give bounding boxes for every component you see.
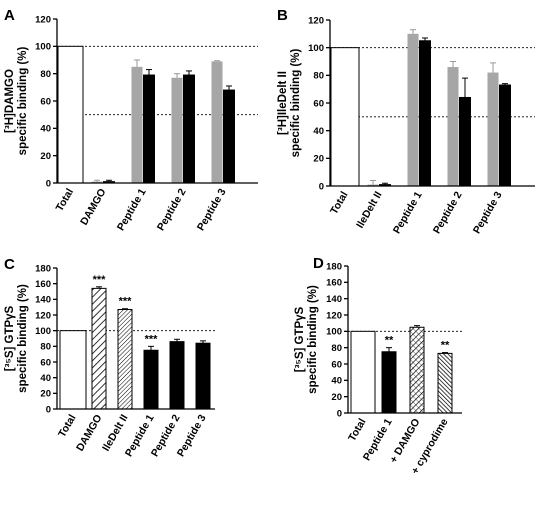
- x-tick-label: Peptide 2: [431, 189, 465, 236]
- x-tick-label: Peptide 3: [471, 189, 505, 236]
- y-tick-label: 20: [313, 154, 324, 165]
- bar: [419, 40, 431, 187]
- bar: [367, 184, 379, 186]
- bar: [447, 67, 459, 186]
- y-tick-label: 60: [313, 98, 324, 109]
- bar: [143, 349, 159, 410]
- y-tick-label: 60: [40, 357, 51, 368]
- y-tick-label: 0: [319, 181, 324, 192]
- bar: [223, 89, 235, 184]
- bar: [350, 330, 376, 414]
- y-tick-label: 100: [35, 42, 51, 53]
- bar: [499, 84, 511, 187]
- y-tick-label: 100: [326, 327, 342, 338]
- panel-letter: C: [4, 256, 15, 273]
- y-tick-label: 160: [326, 278, 342, 289]
- y-tick-label: 180: [35, 263, 51, 274]
- y-tick-label: 140: [35, 295, 51, 306]
- y-axis-label: specific binding (%): [17, 284, 29, 393]
- y-tick-label: 80: [40, 342, 51, 353]
- bar: [169, 341, 185, 410]
- y-axis-label: [³H]IleDelt II: [277, 71, 289, 135]
- y-tick-label: 20: [40, 389, 51, 400]
- bar: [409, 326, 425, 414]
- bar: [117, 309, 133, 410]
- y-tick-label: 60: [40, 96, 51, 107]
- significance-label: ***: [93, 274, 107, 286]
- y-tick-label: 120: [35, 310, 51, 321]
- panel-b: B [³H]IleDelt II specific binding (%) 0 20 40…: [277, 7, 535, 236]
- y-tick-label: 20: [331, 392, 342, 403]
- y-tick-label: 20: [40, 151, 51, 162]
- y-tick-label: 100: [35, 326, 51, 337]
- y-tick-label: 120: [308, 15, 324, 26]
- panel-letter: D: [313, 255, 324, 272]
- significance-label: ***: [119, 296, 133, 308]
- x-tick-label: Peptide 3: [195, 186, 229, 233]
- y-tick-label: 80: [331, 343, 342, 354]
- y-axis-label: specific binding (%): [17, 47, 29, 156]
- y-axis-label: [³⁵S] GTPγS: [294, 306, 306, 372]
- bar: [91, 181, 103, 183]
- x-tick-label: Peptide 1: [115, 186, 149, 233]
- bar: [487, 72, 499, 186]
- panel-letter: A: [4, 7, 15, 24]
- y-axis-label: specific binding (%): [290, 49, 302, 158]
- bar: [143, 74, 155, 184]
- y-tick-label: 0: [46, 178, 51, 189]
- y-tick-label: 80: [313, 71, 324, 82]
- y-tick-label: 160: [35, 279, 51, 290]
- y-tick-label: 100: [308, 43, 324, 54]
- bar: [381, 351, 397, 414]
- x-tick-label: Peptide 1: [391, 189, 425, 236]
- panel-letter: B: [277, 7, 288, 24]
- y-tick-label: 0: [46, 404, 51, 415]
- bar: [330, 47, 360, 187]
- y-tick-label: 80: [40, 69, 51, 80]
- x-tick-label: Total: [328, 189, 351, 216]
- x-tick-label: Total: [346, 416, 369, 443]
- bar: [195, 342, 211, 410]
- x-tick-label: Total: [56, 412, 79, 439]
- significance-label: ***: [145, 333, 159, 345]
- bar: [131, 66, 143, 183]
- panel-c: C [³⁵S] GTPγS specific binding (%) 0 20 40 60 8…: [4, 256, 215, 459]
- bar: [183, 74, 195, 184]
- y-axis-label: specific binding (%): [307, 285, 319, 394]
- y-tick-label: 0: [337, 408, 342, 419]
- bar: [407, 33, 419, 187]
- y-tick-label: 40: [40, 373, 51, 384]
- y-tick-label: 120: [326, 310, 342, 321]
- bar: [211, 61, 223, 183]
- y-tick-label: 40: [331, 376, 342, 387]
- panel-d: D [³⁵S] GTPγS specific binding (%) 0 20 40 60 8…: [294, 255, 462, 476]
- bar: [171, 77, 183, 183]
- y-tick-label: 40: [40, 124, 51, 135]
- y-tick-label: 60: [331, 359, 342, 370]
- panel-a: A [³H]DAMGO specific binding (%) 0 20 40 60 80 1…: [4, 7, 258, 233]
- y-axis-label: [³⁵S] GTPγS: [4, 305, 16, 371]
- x-tick-label: DAMGO: [78, 187, 109, 228]
- x-tick-label: Total: [54, 186, 77, 213]
- bar: [459, 96, 471, 187]
- bar: [91, 287, 107, 410]
- y-tick-label: 140: [326, 294, 342, 305]
- y-tick-label: 180: [326, 261, 342, 272]
- y-axis-label: [³H]DAMGO: [4, 69, 16, 133]
- x-tick-label: Peptide 2: [155, 186, 189, 233]
- y-tick-label: 40: [313, 126, 324, 137]
- significance-label: **: [385, 335, 394, 347]
- bar: [57, 45, 84, 184]
- bar: [59, 330, 87, 410]
- y-tick-label: 120: [35, 14, 51, 25]
- significance-label: **: [441, 340, 450, 352]
- x-tick-label: IleDelt II: [354, 189, 385, 230]
- bar: [437, 352, 453, 414]
